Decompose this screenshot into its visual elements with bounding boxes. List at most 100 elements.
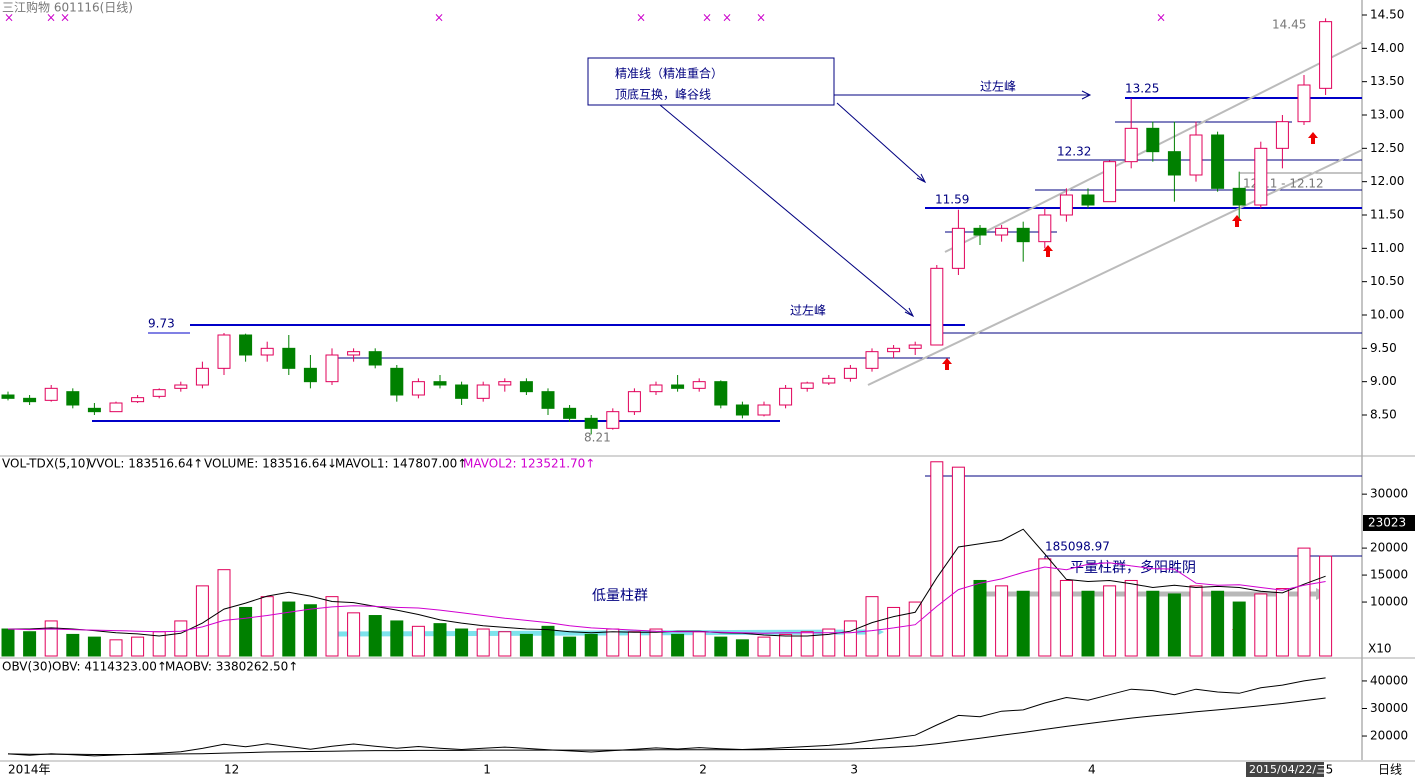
candle-body	[671, 384, 685, 389]
candle-body	[541, 391, 555, 409]
candle-body	[649, 384, 663, 393]
annotation: 过左峰	[790, 303, 826, 318]
volume-bar	[23, 631, 37, 657]
volume-bar	[1, 628, 15, 657]
candle-body	[519, 381, 533, 393]
volume-bar	[973, 579, 987, 657]
volume-bar	[757, 636, 771, 657]
volume-bar	[692, 631, 706, 657]
y-tick-label: 12.00	[1370, 174, 1404, 188]
volume-bar	[455, 628, 469, 657]
y-tick-label: 10.00	[1370, 308, 1404, 322]
cursor-label: 23023	[1368, 516, 1406, 530]
x-tick-label: 2	[699, 763, 707, 777]
volume-bar	[1038, 558, 1052, 657]
candle-body	[843, 367, 857, 379]
chart-title: 三江购物 601116(日线)	[2, 0, 133, 15]
volume-bar	[1319, 555, 1333, 657]
header: VOL-TDX(5,10)	[2, 457, 90, 471]
volume-bar	[368, 615, 382, 657]
volume-bar	[541, 625, 555, 657]
volume-bar	[109, 639, 123, 657]
marker: ×	[434, 11, 444, 25]
annotation: 185098.97	[1045, 540, 1110, 554]
candle-body	[368, 351, 382, 366]
volume-bar	[476, 628, 490, 657]
x-tick-label: 2014年	[8, 763, 51, 777]
candle-body	[260, 347, 274, 356]
volume-bar	[714, 636, 728, 657]
candle-body	[390, 367, 404, 396]
volume-bar	[1232, 601, 1246, 657]
marker: ×	[4, 11, 14, 25]
candle-body	[951, 227, 965, 269]
volume-bar	[779, 633, 793, 657]
x-tick-label: 3	[850, 763, 858, 777]
y-tick-label: 11.00	[1370, 241, 1404, 255]
candle-body	[66, 391, 80, 406]
candle-body	[1124, 127, 1138, 163]
y-tick-label: 15000	[1370, 568, 1408, 582]
candle-body	[779, 387, 793, 406]
candle-body	[908, 344, 922, 349]
x-tick-label: 12	[224, 763, 239, 777]
annotation: 顶底互换，峰谷线	[615, 87, 711, 102]
volume-bar	[951, 466, 965, 657]
volume-bar	[303, 604, 317, 657]
arrow	[659, 104, 914, 317]
candle-body	[239, 334, 253, 356]
volume-bar	[671, 633, 685, 657]
header: OBV: 4114323.00↑	[52, 660, 167, 674]
volume-bar	[584, 633, 598, 657]
candle-body	[131, 397, 145, 403]
candle-body	[1016, 227, 1030, 243]
marker: ×	[1156, 11, 1166, 25]
price-label: 13.25	[1125, 82, 1159, 96]
price-label: 12.32	[1057, 145, 1091, 159]
price-label: 8.21	[584, 431, 611, 445]
candle-body	[23, 397, 37, 403]
volume-bar	[1081, 590, 1095, 657]
volume-bar	[1211, 590, 1225, 657]
candle-body	[800, 382, 814, 389]
volume-bar	[1103, 585, 1117, 657]
note-box	[587, 57, 835, 106]
candle-body	[735, 404, 749, 416]
candle-body	[1081, 194, 1095, 206]
candle-body	[476, 384, 490, 399]
candle-body	[627, 391, 641, 413]
candle-body	[1319, 21, 1333, 89]
candle-body	[498, 381, 512, 386]
annotation: 精准线（精准重合）	[615, 66, 723, 81]
marker: ×	[46, 11, 56, 25]
marker: ×	[60, 11, 70, 25]
candle-body	[1297, 84, 1311, 123]
volume-bar	[87, 636, 101, 657]
candle-body	[995, 227, 1009, 236]
period-label: 日线	[1378, 763, 1402, 777]
candle-body	[1146, 127, 1160, 153]
y-tick-label: 9.50	[1370, 341, 1397, 355]
y-tick-label: 10.50	[1370, 274, 1404, 288]
volume-bar	[131, 636, 145, 657]
price-label: 11.59	[935, 193, 969, 207]
volume-bar	[411, 625, 425, 657]
candle-body	[757, 404, 771, 416]
volume-bar	[843, 620, 857, 657]
y-tick-label: 20000	[1370, 541, 1408, 555]
arrow-head	[904, 307, 915, 318]
arrow	[836, 102, 926, 183]
price-label: 9.73	[148, 317, 175, 331]
candle-body	[1232, 187, 1246, 206]
header: MAVOL2: 123521.70↑	[463, 457, 595, 471]
volume-bar	[44, 620, 58, 657]
y-tick-label: 30000	[1370, 487, 1408, 501]
candle-body	[865, 351, 879, 369]
candle-body	[347, 351, 361, 356]
scale-label: X10	[1368, 642, 1392, 656]
volume-bar	[887, 606, 901, 657]
date-box	[1246, 762, 1324, 777]
candle-body	[282, 347, 296, 369]
candle-body	[930, 267, 944, 346]
